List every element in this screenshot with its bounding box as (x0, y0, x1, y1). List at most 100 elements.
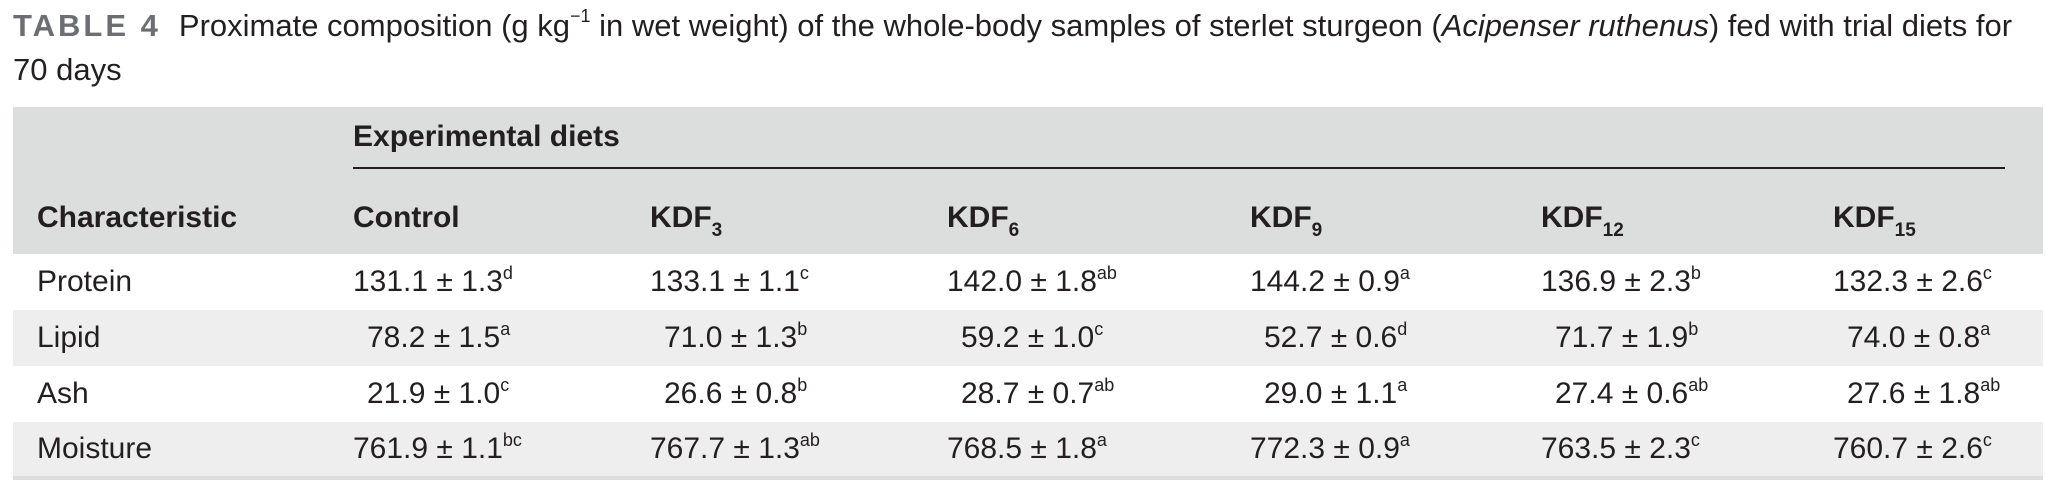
species-name: Acipenser ruthenus (1441, 8, 1709, 43)
cell-value: 772.3 ± 0.9 (1250, 432, 1400, 465)
table-cell: 21.9 ± 1.0c (353, 366, 650, 422)
significance-letter: ab (1980, 375, 2001, 395)
characteristic-header: Characteristic (37, 201, 238, 234)
cell-value: 74.0 ± 0.8 (1847, 321, 1981, 354)
cell-value: 768.5 ± 1.8 (947, 432, 1097, 465)
cell-value: 27.4 ± 0.6 (1555, 377, 1689, 410)
table-cell: 763.5 ± 2.3c (1541, 422, 1833, 480)
cell-value: 132.3 ± 2.6 (1833, 265, 1983, 298)
significance-letter: ab (1096, 263, 1117, 283)
significance-letter: b (1690, 263, 1701, 283)
table-cell: 74.0 ± 0.8a (1833, 310, 2043, 366)
table-cell: 29.0 ± 1.1a (1250, 366, 1541, 422)
significance-letter: c (500, 375, 510, 395)
header-empty-cell (13, 107, 353, 182)
column-header: KDF12 (1541, 201, 1624, 241)
table-row: Protein 131.1 ± 1.3d 133.1 ± 1.1c 142.0 ± 1… (13, 254, 2044, 310)
cell-value: 760.7 ± 2.6 (1833, 432, 1983, 465)
significance-letter: a (500, 319, 511, 339)
table-row: Lipid 78.2 ± 1.5a 71.0 ± 1.3b 59.2 ± 1.0c 52… (13, 310, 2044, 366)
significance-letter: b (1688, 319, 1699, 339)
table-cell: 144.2 ± 0.9a (1250, 254, 1541, 310)
significance-letter: c (1094, 319, 1104, 339)
table-cell: 28.7 ± 0.7ab (947, 366, 1250, 422)
table-cell: 767.7 ± 1.3ab (650, 422, 947, 480)
table-cell: 71.7 ± 1.9b (1541, 310, 1833, 366)
row-label: Moisture (13, 422, 353, 480)
table-label: TABLE 4 (13, 8, 161, 43)
table-cell: 760.7 ± 2.6c (1833, 422, 2044, 480)
significance-letter: ab (1094, 375, 1115, 395)
cell-value: 71.7 ± 1.9 (1555, 321, 1689, 354)
significance-letter: b (797, 319, 808, 339)
significance-letter: bc (502, 430, 522, 450)
column-header-subscript: 9 (1311, 220, 1323, 241)
significance-letter: c (1982, 263, 1992, 283)
table-row: Moisture 761.9 ± 1.1bc 767.7 ± 1.3ab 768.5 … (13, 422, 2044, 480)
significance-letter: c (799, 263, 809, 283)
column-header: Control (353, 201, 460, 234)
header-row-group: Experimental diets (13, 107, 2044, 182)
table-body: Protein 131.1 ± 1.3d 133.1 ± 1.1c 142.0 ± 1… (13, 254, 2044, 480)
row-label: Ash (37, 377, 89, 410)
cell-value: 59.2 ± 1.0 (961, 321, 1095, 354)
row-label: Protein (37, 265, 133, 298)
column-header: KDF6 (947, 201, 1020, 241)
significance-letter: a (1399, 430, 1410, 450)
caption-text: Proximate composition (g kg−1 in wet wei… (13, 6, 2013, 87)
cell-value: 27.6 ± 1.8 (1847, 377, 1981, 410)
table-cell: 772.3 ± 0.9a (1250, 422, 1541, 480)
table-cell: 142.0 ± 1.8ab (947, 254, 1250, 310)
cell-value: 144.2 ± 0.9 (1250, 265, 1400, 298)
significance-letter: a (1399, 263, 1410, 283)
significance-letter: d (1397, 319, 1408, 339)
column-header: KDF15 (1833, 201, 1916, 241)
cell-value: 136.9 ± 2.3 (1541, 265, 1691, 298)
group-header-cell: Experimental diets (353, 107, 2043, 182)
table-cell: 132.3 ± 2.6c (1833, 254, 2043, 310)
table-cell: 768.5 ± 1.8a (947, 422, 1250, 480)
significance-letter: ab (1688, 375, 1709, 395)
column-header-subscript: 12 (1602, 220, 1624, 241)
cell-value: 761.9 ± 1.1 (353, 432, 503, 465)
cell-value: 71.0 ± 1.3 (664, 321, 798, 354)
significance-letter: c (1690, 430, 1700, 450)
proximate-composition-table: Experimental diets Characteristic Contro… (13, 107, 2044, 480)
table-caption: TABLE 4 Proximate composition (g kg−1 in … (13, 4, 2023, 92)
column-header-subscript: 15 (1894, 220, 1916, 241)
significance-letter: a (1397, 375, 1408, 395)
table-row: Ash 21.9 ± 1.0c 26.6 ± 0.8b 28.7 ± 0.7ab 29.… (13, 366, 2044, 422)
cell-value: 131.1 ± 1.3 (353, 265, 503, 298)
cell-value: 21.9 ± 1.0 (367, 377, 501, 410)
significance-letter: a (1096, 430, 1107, 450)
cell-value: 763.5 ± 2.3 (1541, 432, 1691, 465)
table-cell: 136.9 ± 2.3b (1541, 254, 1833, 310)
cell-value: 78.2 ± 1.5 (367, 321, 501, 354)
column-header-subscript: 3 (711, 220, 723, 241)
column-header-subscript: 6 (1008, 220, 1020, 241)
cell-value: 26.6 ± 0.8 (664, 377, 798, 410)
table-cell: 27.4 ± 0.6ab (1541, 366, 1833, 422)
cell-value: 133.1 ± 1.1 (650, 265, 800, 298)
table-cell: 59.2 ± 1.0c (947, 310, 1250, 366)
table-cell: 27.6 ± 1.8ab (1833, 366, 2043, 422)
row-label: Lipid (37, 321, 101, 354)
unit-exponent: −1 (570, 6, 591, 26)
header-row-columns: Characteristic Control KDF3 KDF6 KDF9 KDF12 K… (13, 182, 2044, 254)
table-cell: 26.6 ± 0.8b (650, 366, 947, 422)
table-cell: 71.0 ± 1.3b (650, 310, 947, 366)
cell-value: 142.0 ± 1.8 (947, 265, 1097, 298)
group-header: Experimental diets (353, 120, 620, 153)
table-cell: 133.1 ± 1.1c (650, 254, 947, 310)
table-cell: 52.7 ± 0.6d (1250, 310, 1541, 366)
significance-letter: a (1980, 319, 1991, 339)
column-header: KDF3 (650, 201, 723, 241)
significance-letter: c (1982, 430, 1992, 450)
table-cell: 761.9 ± 1.1bc (353, 422, 650, 480)
table-cell: 78.2 ± 1.5a (353, 310, 650, 366)
cell-value: 28.7 ± 0.7 (961, 377, 1095, 410)
cell-value: 52.7 ± 0.6 (1264, 321, 1398, 354)
significance-letter: d (502, 263, 513, 283)
column-header: KDF9 (1250, 201, 1323, 241)
table-cell: 131.1 ± 1.3d (353, 254, 650, 310)
